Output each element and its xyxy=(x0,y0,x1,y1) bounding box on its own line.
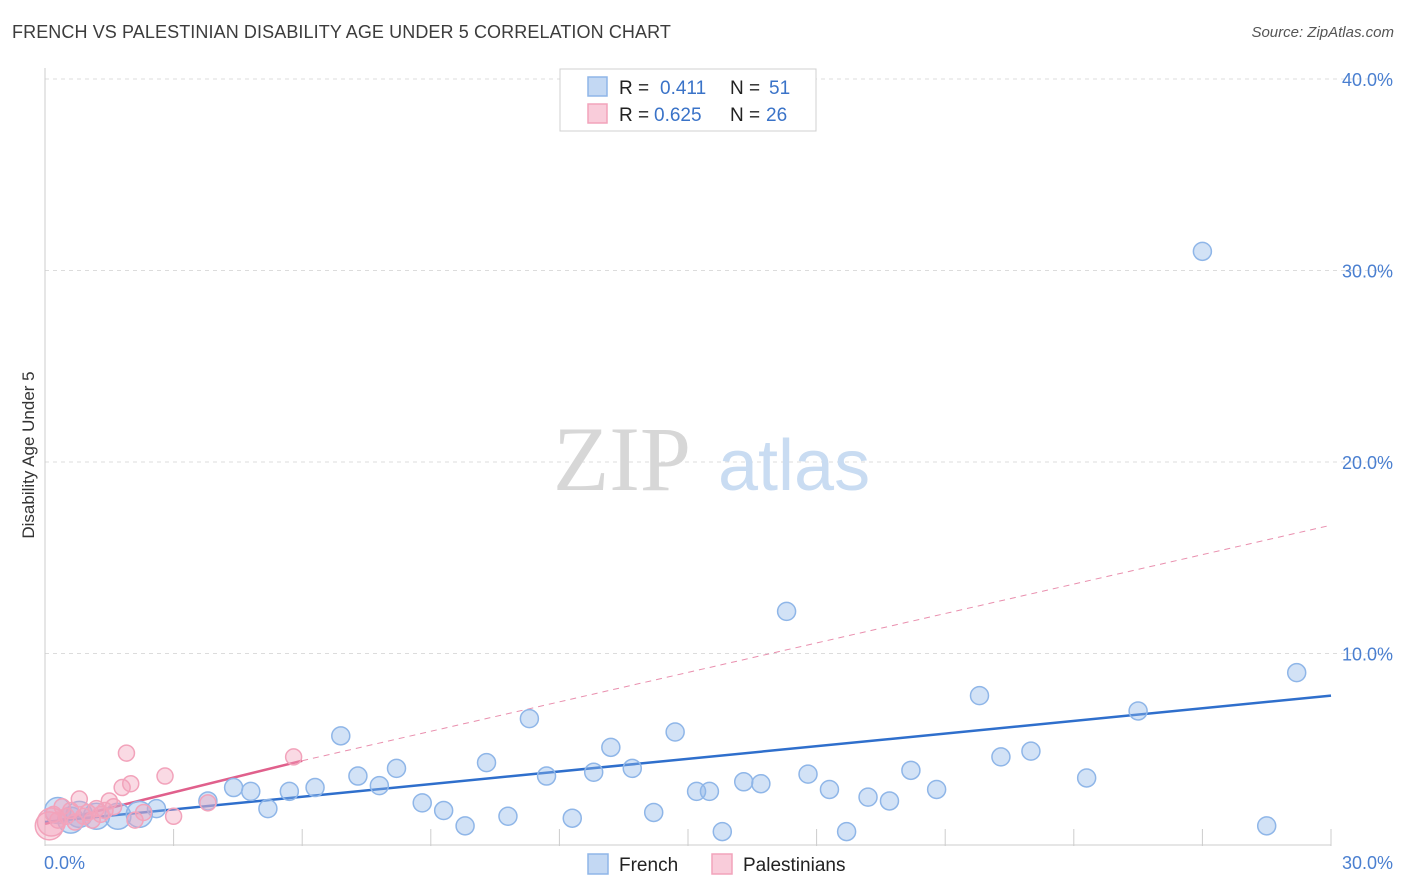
axes xyxy=(44,68,1332,846)
watermark-zip: ZIP xyxy=(553,408,691,510)
french-point xyxy=(836,821,857,842)
y-axis-label: Disability Age Under 5 xyxy=(19,371,38,538)
tick-labels: 10.0% 20.0% 30.0% 40.0% 0.0% 30.0% xyxy=(44,70,1393,873)
bottom-legend-label-french: French xyxy=(619,855,678,876)
legend-r-value-french: 0.411 xyxy=(660,78,706,99)
bottom-legend-swatch-french xyxy=(587,853,609,875)
palestinian-point xyxy=(199,794,217,812)
legend-swatch-french xyxy=(587,76,608,97)
x-tick-label-max: 30.0% xyxy=(1342,853,1393,873)
french-point xyxy=(583,762,604,782)
french-point xyxy=(926,779,947,800)
correlation-legend: R = 0.411 N = 51 R = 0.625 N = 26 xyxy=(559,68,817,132)
palestinian-point xyxy=(117,744,136,762)
french-point xyxy=(519,708,540,729)
legend-n-value-french: 51 xyxy=(769,78,790,99)
french-point xyxy=(412,793,432,813)
chart-title: FRENCH VS PALESTINIAN DISABILITY AGE UND… xyxy=(12,22,672,42)
palestinian-point xyxy=(66,813,84,831)
legend-r-label-palestinian: R = xyxy=(619,105,649,126)
french-point xyxy=(751,773,771,794)
french-point xyxy=(348,766,368,786)
french-point xyxy=(562,808,583,828)
series-legend: French Palestinians xyxy=(587,853,845,876)
french-point xyxy=(223,777,244,798)
french-point xyxy=(1256,816,1277,836)
palestinian-point xyxy=(96,801,114,820)
bottom-legend-swatch-palestinian xyxy=(711,853,733,875)
french-point xyxy=(776,601,797,622)
grid-lines xyxy=(45,78,1392,654)
french-point xyxy=(241,781,261,802)
palestinian-point xyxy=(121,774,140,793)
french-point xyxy=(104,802,132,831)
french-point xyxy=(733,772,754,792)
french-point xyxy=(455,816,475,836)
french-point xyxy=(369,775,390,796)
french-point xyxy=(991,747,1011,767)
legend-r-value-palestinian: 0.625 xyxy=(654,105,702,126)
french-point xyxy=(1192,241,1213,262)
y-tick-label: 10.0% xyxy=(1342,645,1393,665)
legend-r-label-french: R = xyxy=(619,78,649,99)
french-point xyxy=(258,798,278,819)
legend-n-label-palestinian: N = xyxy=(730,105,760,126)
french-point xyxy=(901,760,921,781)
french-point xyxy=(305,777,325,798)
french-point xyxy=(1021,741,1041,761)
french-point xyxy=(476,752,497,773)
french-point xyxy=(1286,662,1307,683)
palestinian-point xyxy=(104,797,123,816)
palestinian-point xyxy=(53,797,71,816)
french-point xyxy=(798,764,818,784)
french-point xyxy=(858,787,878,807)
french-point xyxy=(498,806,518,827)
y-tick-label: 30.0% xyxy=(1342,262,1393,282)
data-points xyxy=(34,241,1307,842)
french-point xyxy=(1128,701,1148,721)
palestinian-point xyxy=(156,767,174,785)
legend-n-value-palestinian: 26 xyxy=(766,105,787,126)
french-point xyxy=(386,758,407,779)
palestinian-point xyxy=(70,790,89,808)
x-tick-label-min: 0.0% xyxy=(44,853,85,873)
palestinian-point xyxy=(36,807,67,837)
french-point xyxy=(969,685,990,706)
french-point xyxy=(433,800,454,821)
legend-swatch-palestinian xyxy=(587,103,608,124)
y-tick-label: 20.0% xyxy=(1342,453,1393,473)
french-point xyxy=(601,737,621,758)
french-point xyxy=(279,781,300,802)
source-label: Source: ZipAtlas.com xyxy=(1251,24,1394,41)
french-point xyxy=(643,802,664,823)
legend-n-label-french: N = xyxy=(730,78,760,99)
french-point xyxy=(1076,768,1097,788)
bottom-legend-label-palestinian: Palestinians xyxy=(743,855,845,876)
french-point xyxy=(699,781,720,802)
y-tick-label: 40.0% xyxy=(1342,70,1393,90)
french-point xyxy=(665,722,685,742)
french-point xyxy=(712,821,733,842)
french-point xyxy=(622,758,643,779)
french-trend-line xyxy=(44,694,1332,824)
palestinian-point xyxy=(113,778,131,797)
palestinian-point xyxy=(134,803,153,822)
french-point xyxy=(331,726,351,746)
watermark-atlas: atlas xyxy=(718,426,870,506)
palestinian-point xyxy=(164,807,183,826)
palestinian-point xyxy=(284,748,303,766)
palestinian-trend-extension xyxy=(302,524,1332,762)
french-point xyxy=(819,779,840,800)
french-point xyxy=(879,791,900,811)
french-point xyxy=(536,766,557,786)
